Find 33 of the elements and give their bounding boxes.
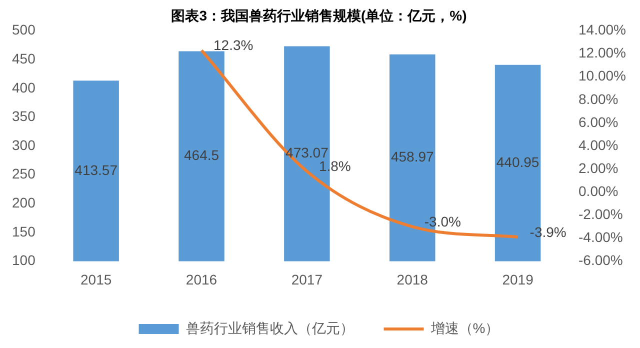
y2-tick-label: 10.00% — [578, 68, 626, 84]
y2-tick-label: 0.00% — [578, 182, 618, 199]
data-label: 413.57 — [74, 162, 118, 178]
data-label: 12.3% — [214, 37, 254, 54]
y2-tick-label: -6.00% — [578, 252, 623, 268]
legend-label: 增速（%） — [430, 320, 500, 336]
y2-tick-label: -2.00% — [578, 206, 623, 222]
y-tick-label: 150 — [12, 223, 36, 240]
x-tick-label: 2016 — [186, 271, 218, 288]
data-label: 440.95 — [496, 154, 540, 170]
x-tick-label: 2015 — [80, 271, 112, 288]
y2-tick-label: 4.00% — [578, 136, 618, 153]
y-tick-label: 200 — [12, 194, 36, 210]
y2-tick-label: 2.00% — [578, 160, 618, 176]
y-tick-label: 400 — [12, 79, 36, 96]
x-tick-label: 2018 — [396, 271, 428, 288]
x-tick-label: 2017 — [291, 271, 323, 288]
x-tick-label: 2019 — [502, 271, 534, 288]
legend-label: 兽药行业销售收入（亿元） — [186, 320, 354, 336]
y2-tick-label: 8.00% — [578, 90, 618, 107]
data-label: 464.5 — [184, 147, 220, 164]
y-tick-label: 350 — [12, 108, 36, 124]
y2-tick-label: 12.00% — [578, 44, 626, 61]
y2-tick-label: 6.00% — [578, 114, 618, 130]
chart-title: 图表3：我国兽药行业销售规模(单位：亿元，%) — [171, 7, 467, 24]
y2-tick-label: -4.00% — [578, 229, 623, 246]
data-label: 458.97 — [390, 148, 434, 165]
y-tick-label: 250 — [12, 166, 36, 182]
y2-tick-label: 14.00% — [578, 22, 626, 38]
y-tick-label: 300 — [12, 136, 36, 153]
y-tick-label: 500 — [12, 22, 36, 38]
y-tick-label: 450 — [12, 50, 36, 66]
y-tick-label: 100 — [12, 252, 36, 268]
